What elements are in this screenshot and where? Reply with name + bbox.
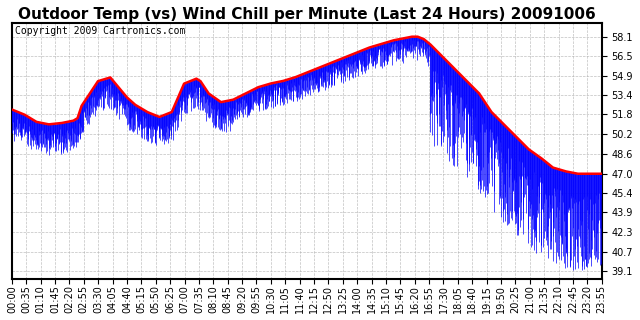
Title: Outdoor Temp (vs) Wind Chill per Minute (Last 24 Hours) 20091006: Outdoor Temp (vs) Wind Chill per Minute … <box>18 7 596 22</box>
Text: Copyright 2009 Cartronics.com: Copyright 2009 Cartronics.com <box>15 26 185 36</box>
